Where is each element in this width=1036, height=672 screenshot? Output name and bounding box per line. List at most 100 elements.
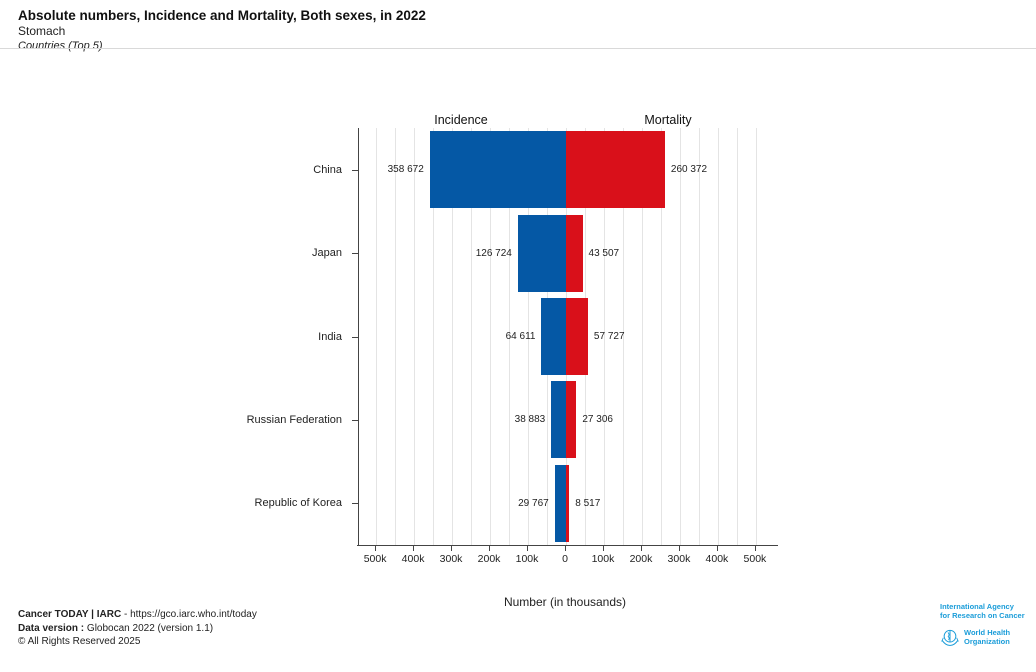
gridline <box>528 128 530 545</box>
x-tick-label: 400k <box>705 553 729 565</box>
x-tick-mark <box>640 546 642 551</box>
x-tick-label: 100k <box>515 553 539 565</box>
footer-line-source: Cancer TODAY | IARC - https://gco.iarc.w… <box>18 608 257 622</box>
y-tick-mark <box>352 419 358 421</box>
gridline <box>414 128 416 545</box>
who-logo-line2: Organization <box>964 637 1010 646</box>
incidence-bar-china[interactable] <box>429 131 566 209</box>
mortality-value-label: 57 727 <box>593 331 625 342</box>
footer-line-version: Data version : Globocan 2022 (version 1.… <box>18 622 257 636</box>
gridline <box>603 128 605 545</box>
x-tick-label: 500k <box>363 553 387 565</box>
gridline <box>509 128 511 545</box>
footer-version-label: Data version : <box>18 622 85 634</box>
x-tick-mark <box>678 546 680 551</box>
chart-header: Absolute numbers, Incidence and Mortalit… <box>18 8 426 53</box>
y-tick-mark <box>352 503 358 505</box>
x-tick-mark <box>375 546 377 551</box>
gridline <box>755 128 757 545</box>
incidence-value-label: 358 672 <box>387 164 424 176</box>
gridline <box>452 128 454 545</box>
population-filter-label: Countries (Top 5) <box>18 40 103 52</box>
y-tick-mark <box>352 336 358 338</box>
gridline <box>471 128 473 545</box>
mortality-value-label: 43 507 <box>588 247 620 259</box>
mortality-bar-india[interactable] <box>566 298 588 375</box>
y-tick-mark <box>352 169 358 171</box>
incidence-bar-russian-federation[interactable] <box>551 381 566 459</box>
x-tick-label: 100k <box>591 553 615 565</box>
x-tick-label: 500k <box>743 553 767 565</box>
who-logo-line1: World Health <box>964 628 1011 637</box>
x-tick-label: 300k <box>439 553 463 565</box>
footer-app-name: Cancer TODAY | IARC <box>18 609 122 620</box>
x-axis-ticks: 500k 400k 300k 200k 100k 0 100k 200k 300k 400k 500… <box>358 546 772 570</box>
gridline <box>641 128 643 545</box>
footer-version-value: Globocan 2022 (version 1.1) <box>84 622 214 634</box>
x-tick-mark <box>413 546 415 551</box>
footer-credits: Cancer TODAY | IARC - https://gco.iarc.w… <box>18 608 257 649</box>
x-tick-label: 200k <box>477 553 501 565</box>
incidence-value-label: 64 611 <box>505 331 536 342</box>
iarc-logo-line1: International Agency <box>940 602 1014 611</box>
y-tick-mark <box>352 253 358 255</box>
mortality-bar-china[interactable] <box>566 131 665 209</box>
gridline <box>736 128 738 545</box>
x-tick-mark <box>565 546 566 551</box>
incidence-column-header: Incidence <box>434 113 488 127</box>
gridline <box>698 128 700 545</box>
mortality-value-label: 8 517 <box>575 497 601 509</box>
category-label-russian-federation: Russian Federation <box>246 413 342 426</box>
x-tick-label: 300k <box>667 553 691 565</box>
footer-line-copyright: © All Rights Reserved 2025 <box>18 636 141 647</box>
x-tick-label: 200k <box>629 553 653 565</box>
cancer-site-label: Stomach <box>18 24 66 38</box>
gridline <box>660 128 662 545</box>
iarc-logo-text: International Agency for Research on Can… <box>940 602 1030 620</box>
who-emblem-icon <box>941 629 959 646</box>
x-tick-mark <box>451 546 453 551</box>
incidence-value-label: 126 724 <box>475 247 512 259</box>
who-logo: World Health Organization <box>940 627 1030 647</box>
category-label-republic-of-korea: Republic of Korea <box>254 497 342 510</box>
gridline <box>679 128 681 545</box>
page-title: Absolute numbers, Incidence and Mortalit… <box>18 8 426 23</box>
x-tick-label: 400k <box>401 553 425 565</box>
x-tick-label: 0 <box>562 553 568 565</box>
gridline <box>490 128 492 545</box>
mortality-bar-japan[interactable] <box>566 214 583 292</box>
x-tick-mark <box>716 546 718 551</box>
mortality-column-header: Mortality <box>644 113 692 127</box>
incidence-value-label: 38 883 <box>514 414 546 426</box>
who-logo-text: World Health Organization <box>964 628 1010 646</box>
category-label-india: India <box>318 330 342 343</box>
x-tick-mark <box>489 546 491 551</box>
mortality-bar-russian-federation[interactable] <box>566 381 577 459</box>
incidence-value-label: 29 767 <box>518 497 549 509</box>
category-label-japan: Japan <box>312 247 342 260</box>
mortality-value-label: 260 372 <box>670 164 708 176</box>
x-tick-mark <box>754 546 756 551</box>
footer-url: - https://gco.iarc.who.int/today <box>121 609 257 620</box>
mortality-bar-republic-of-korea[interactable] <box>566 464 570 542</box>
x-axis-title: Number (in thousands) <box>503 595 627 609</box>
header-divider <box>0 48 1036 49</box>
incidence-bar-india[interactable] <box>541 298 566 375</box>
gridline <box>433 128 435 545</box>
iarc-logo-line2: for Research on Cancer <box>940 611 1025 620</box>
category-label-china: China <box>313 163 342 176</box>
mortality-value-label: 27 306 <box>582 414 613 426</box>
gridline <box>717 128 719 545</box>
gridline <box>395 128 397 545</box>
plot-area: 358 672 260 372 126 724 43 507 64 611 57 727 3… <box>358 128 773 545</box>
gridline <box>622 128 624 545</box>
gridline <box>376 128 378 545</box>
iarc-who-logo: International Agency for Research on Can… <box>940 602 1030 647</box>
y-axis-labels: China Japan India Russian Federation Republi… <box>0 128 352 545</box>
x-tick-mark <box>602 546 604 551</box>
x-axis-line <box>357 545 778 546</box>
incidence-bar-japan[interactable] <box>517 214 566 292</box>
incidence-bar-republic-of-korea[interactable] <box>554 464 566 542</box>
x-tick-mark <box>527 546 529 551</box>
